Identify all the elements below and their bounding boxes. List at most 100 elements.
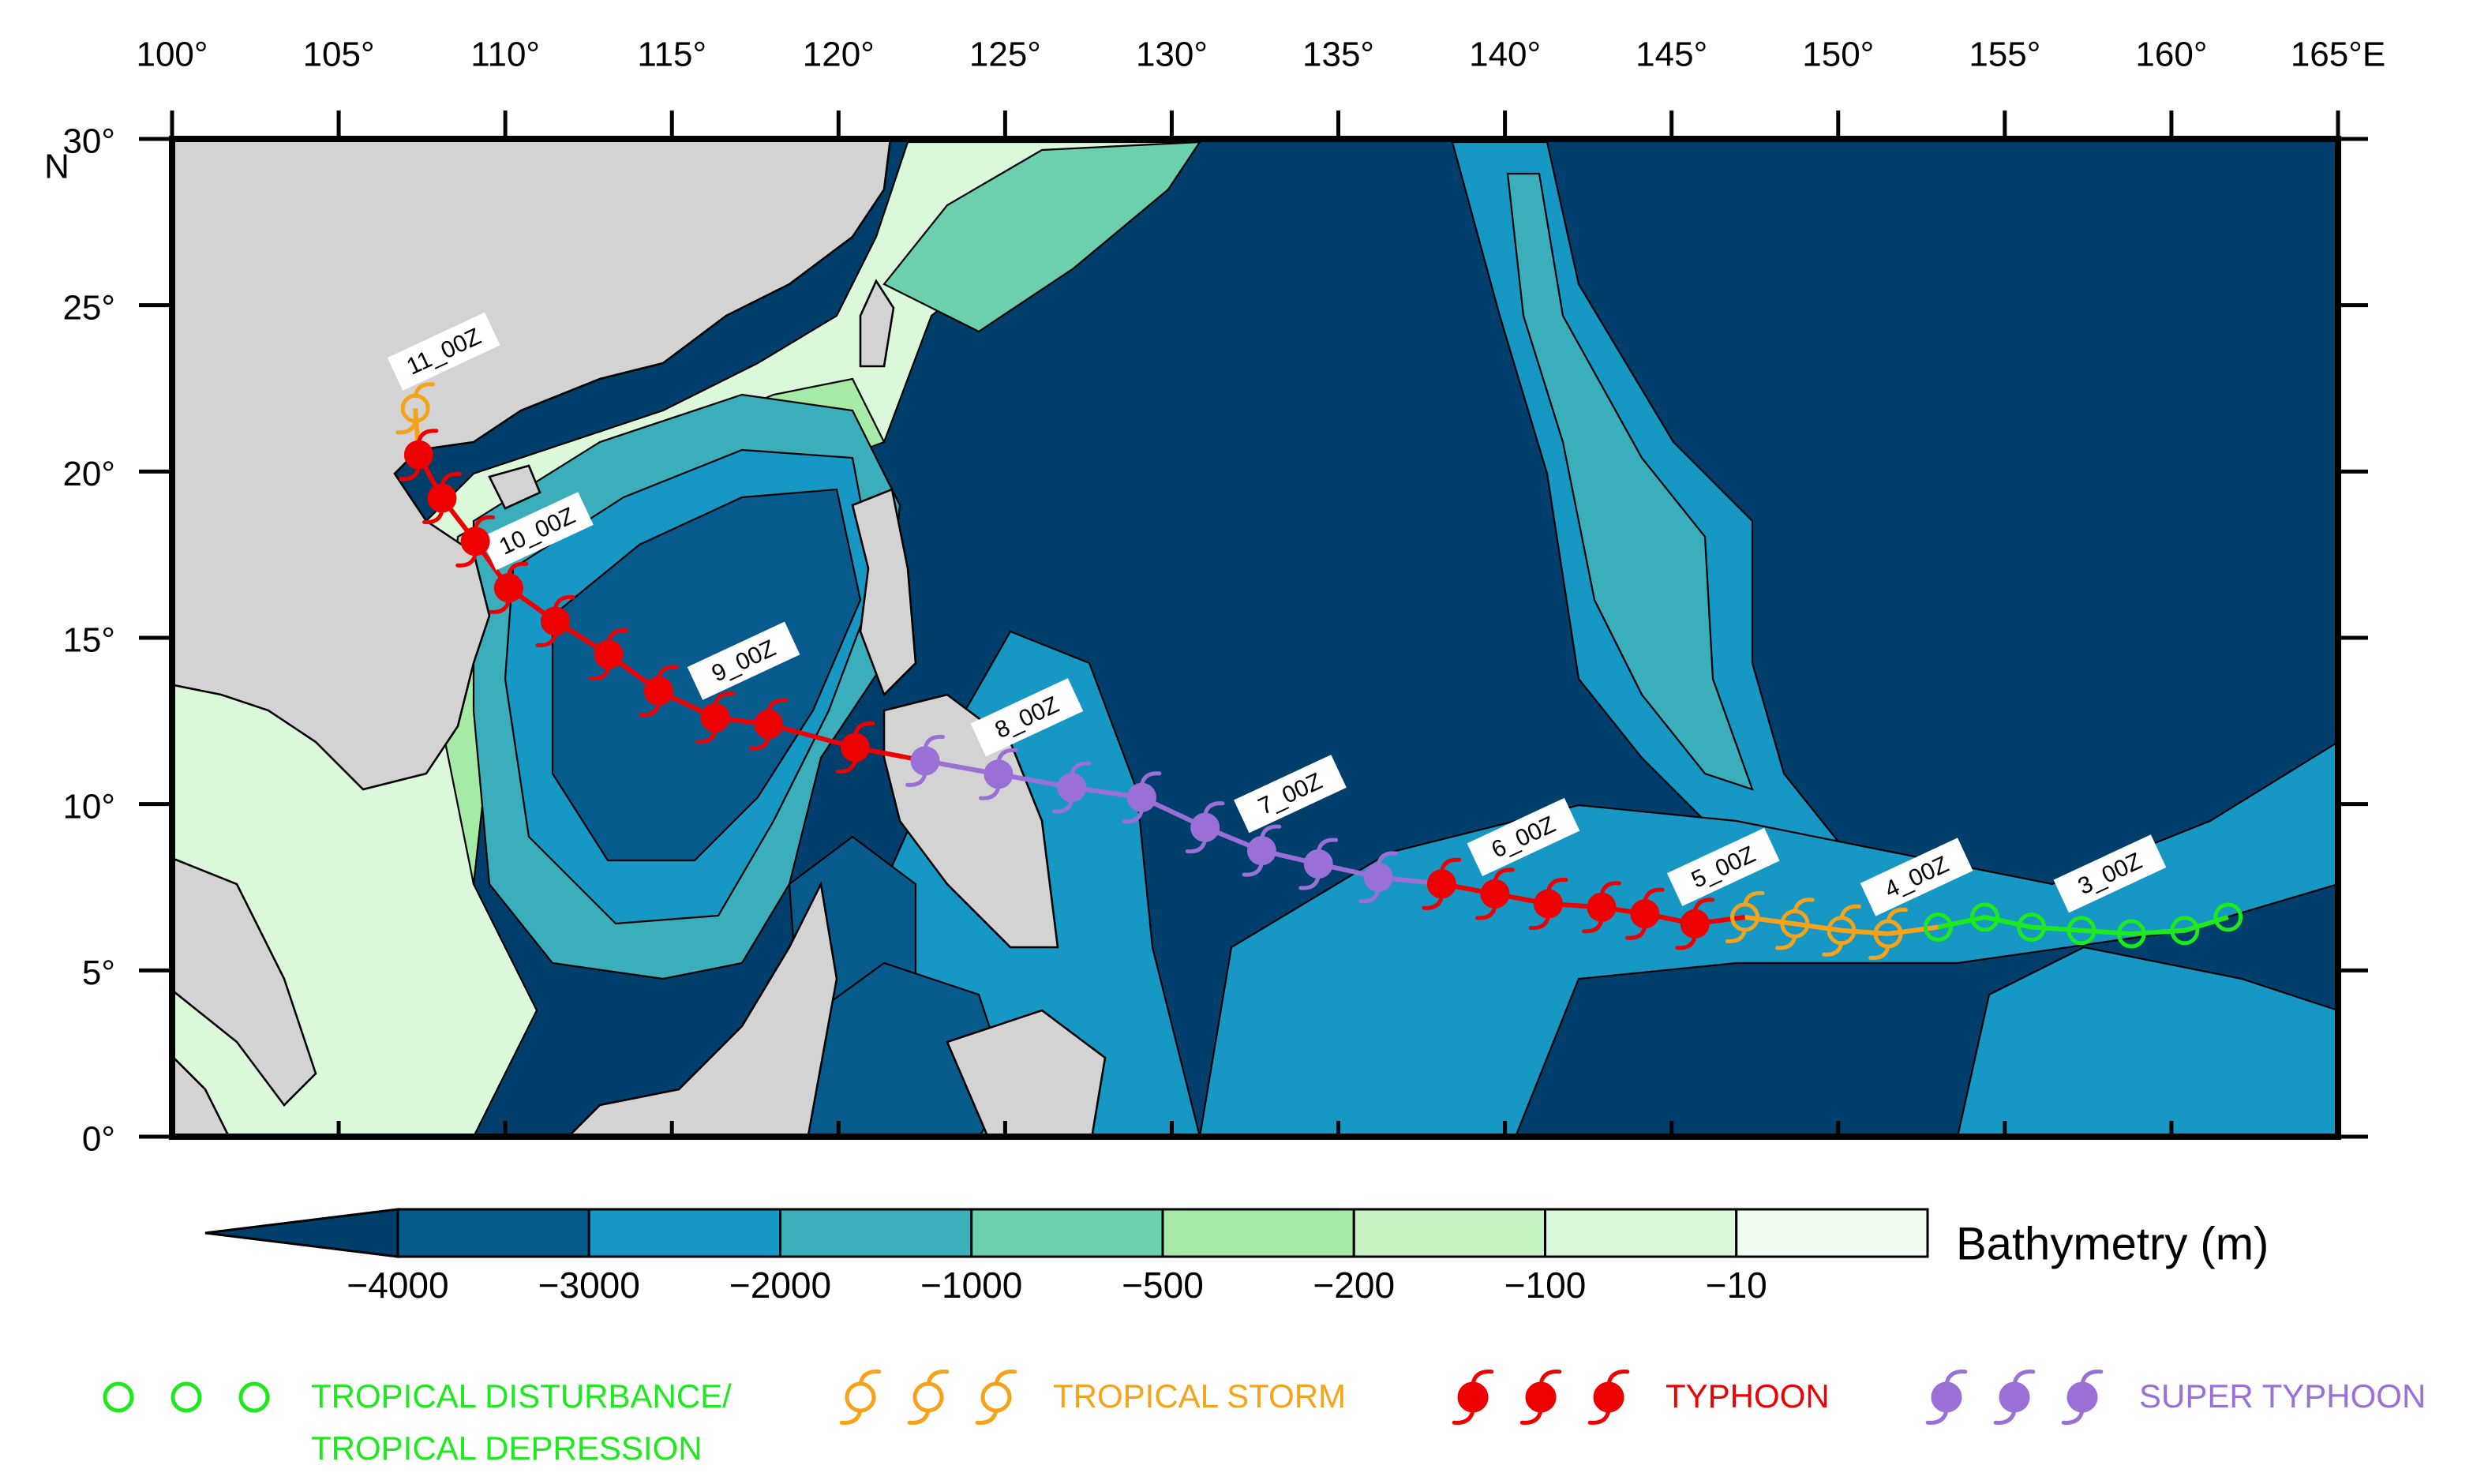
colorbar-label: −500: [1122, 1265, 1204, 1306]
symbol-arms: [1587, 1370, 1630, 1425]
track-symbol: [2116, 919, 2146, 949]
symbol-arms: [1242, 824, 1282, 877]
symbol-core: [1630, 899, 1660, 929]
symbol-core: [754, 710, 784, 740]
malay-peninsula: [172, 856, 317, 1107]
x-tick-label: 160°: [2135, 36, 2207, 74]
symbol-core: [1303, 849, 1333, 879]
track-symbol: [395, 382, 436, 435]
colorbar-label: −4000: [347, 1265, 448, 1306]
hainan: [488, 464, 541, 510]
overlay: 100° 105° 110° 115° 120° 125° 130° 135° 140° 145°…: [44, 36, 2426, 1467]
colorbar-box: [1161, 1208, 1355, 1258]
symbol-arms: [535, 594, 575, 647]
track-symbol: [1970, 902, 2000, 932]
symbol-core: [1533, 889, 1563, 919]
colorbar-label: −200: [1313, 1265, 1395, 1306]
symbol-core: [2116, 919, 2146, 949]
track-symbol: [907, 1370, 950, 1425]
symbol-arms: [979, 748, 1018, 800]
x-tick-label: 105°: [303, 36, 375, 74]
symbol-arms: [1675, 898, 1715, 950]
colorbar-box: [1735, 1208, 1929, 1258]
track-symbol: [1528, 878, 1568, 931]
caroline-basin: [1956, 946, 2338, 1137]
asia-mainland: [172, 139, 892, 791]
colorbar-title: Bathymetry (m): [1956, 1218, 2269, 1269]
x-tick-label: 100°: [136, 36, 208, 74]
track-symbol: [238, 1381, 270, 1413]
track-symbol: [489, 561, 529, 614]
colorbar-label: −2000: [729, 1265, 831, 1306]
track-symbol: [905, 734, 945, 787]
symbol-core: [980, 1381, 1012, 1413]
symbol-core: [594, 639, 624, 669]
track-symbol: [1298, 838, 1339, 890]
symbol-core: [1525, 1381, 1557, 1413]
colorbar-box: [779, 1208, 973, 1258]
symbol-arms: [1358, 851, 1399, 904]
track-symbol: [1774, 898, 1815, 950]
symbol-core: [840, 733, 870, 763]
track-symbol: [455, 515, 496, 568]
colorbar-box: [970, 1208, 1164, 1258]
colorbar-box: [396, 1208, 590, 1258]
symbol-arms: [1475, 868, 1515, 920]
symbol-core: [403, 440, 433, 470]
time-label-box: [1860, 838, 1973, 916]
symbol-core: [1246, 836, 1276, 866]
legend-label: SUPER TYPHOON: [2139, 1377, 2426, 1415]
symbol-arms: [1582, 881, 1621, 934]
symbol-core: [1593, 1381, 1624, 1413]
symbol-arms: [1185, 801, 1225, 854]
symbol-core: [1923, 913, 1953, 942]
symbol-core: [1999, 1381, 2030, 1413]
symbol-core: [2170, 916, 2200, 946]
sumatra: [172, 1055, 230, 1137]
symbol-arms: [455, 515, 496, 568]
y-tick-label: 0°: [82, 1120, 115, 1159]
symbol-arms: [1122, 771, 1162, 824]
symbol-arms: [1452, 1370, 1494, 1425]
symbol-arms: [975, 1370, 1017, 1425]
time-label-box: [1666, 827, 1780, 906]
x-tick-label: 165°E: [2291, 36, 2385, 74]
y-tick-label: 15°: [62, 621, 115, 660]
track-symbol: [1582, 881, 1621, 934]
symbol-core: [540, 606, 570, 636]
symbol-core: [427, 483, 457, 513]
track-symbol: [1051, 761, 1092, 814]
track-symbol: [1923, 913, 1953, 942]
track-line: [1937, 914, 2229, 936]
track-symbol: [1725, 890, 1765, 943]
track-symbol: [1122, 771, 1162, 824]
symbol-core: [1480, 879, 1510, 909]
symbol-arms: [748, 698, 789, 751]
track-symbol: [1422, 857, 1462, 910]
track-symbol: [748, 698, 789, 751]
symbol-core: [1970, 902, 2000, 932]
track-symbol: [1185, 801, 1225, 854]
symbol-arms: [1519, 1370, 1562, 1425]
symbol-core: [1457, 1381, 1489, 1413]
legend-label: TROPICAL DISTURBANCE/: [311, 1377, 732, 1415]
track-line: [1744, 914, 1889, 936]
y-tick-label: 20°: [62, 455, 115, 493]
x-tick-label: 110°: [470, 36, 540, 74]
symbol-arms: [1528, 878, 1568, 931]
symbol-core: [1363, 862, 1393, 892]
x-tick-label: 150°: [1802, 36, 1874, 74]
borneo: [567, 880, 838, 1137]
symbol-core: [1780, 909, 1810, 939]
track-symbol: [1358, 851, 1399, 904]
symbol-arms: [1625, 887, 1665, 940]
symbol-core: [1931, 1381, 1962, 1413]
symbol-arms: [1298, 838, 1339, 890]
bathymetry-map: [172, 139, 2338, 1137]
track-symbol: [1452, 1370, 1494, 1425]
colorbar-label: −100: [1504, 1265, 1587, 1306]
symbol-core: [170, 1381, 202, 1413]
taiwan: [859, 279, 895, 368]
symbol-core: [2213, 902, 2243, 932]
ridge-core: [1506, 172, 1754, 791]
